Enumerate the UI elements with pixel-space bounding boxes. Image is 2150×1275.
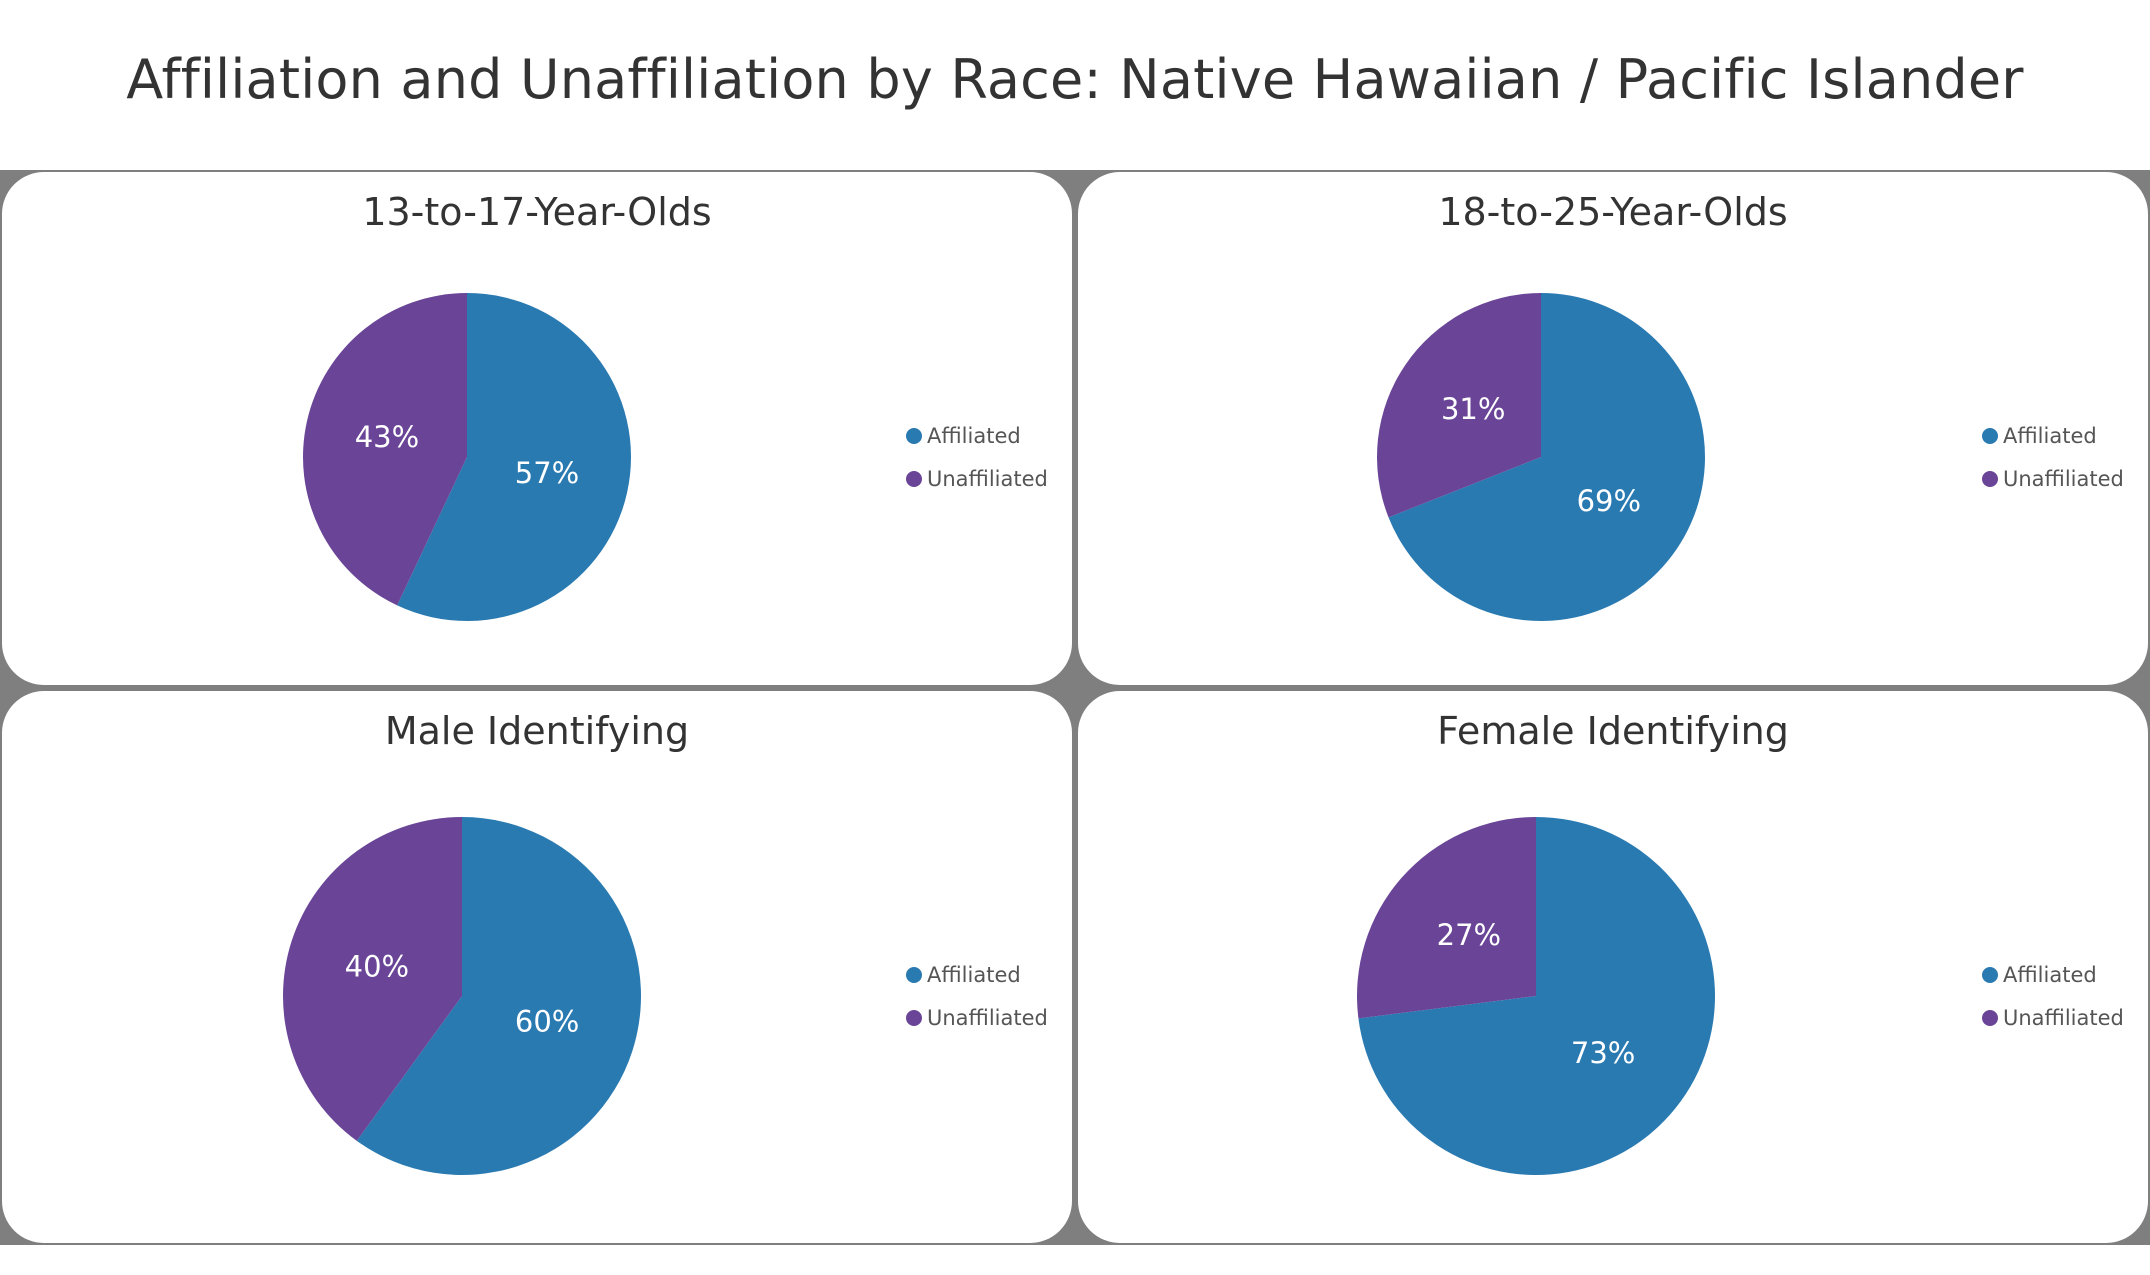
chart-legend: Affiliated Unaffiliated	[906, 422, 1048, 508]
pie-chart: 69% 31%	[1377, 293, 1705, 621]
page-title: Affiliation and Unaffiliation by Race: N…	[126, 48, 2024, 111]
data-label: 73%	[1571, 1036, 1635, 1070]
legend-item-affiliated: Affiliated	[1982, 961, 2124, 989]
panel-female: Female Identifying 73% 27% Affiliated Una…	[1076, 689, 2150, 1245]
chart-title: 18-to-25-Year-Olds	[1438, 190, 1788, 234]
pie-slice-unaffiliated	[303, 293, 467, 606]
chart-legend: Affiliated Unaffiliated	[1982, 961, 2124, 1047]
legend-label: Affiliated	[2003, 424, 2097, 448]
legend-swatch-unaffiliated	[1982, 1010, 1998, 1026]
legend-swatch-unaffiliated	[906, 1010, 922, 1026]
chart-grid: 13-to-17-Year-Olds 57% 43% Affiliated Una…	[0, 170, 2150, 1245]
chart-legend: Affiliated Unaffiliated	[1982, 422, 2124, 508]
pie-slice-affiliated	[356, 817, 641, 1175]
data-label: 27%	[1437, 918, 1501, 952]
data-label: 69%	[1577, 484, 1641, 518]
legend-swatch-affiliated	[906, 967, 922, 983]
panel-male: Male Identifying 60% 40% Affiliated Unaff…	[0, 689, 1074, 1245]
pie-chart: 60% 40%	[283, 817, 641, 1175]
legend-swatch-affiliated	[1982, 967, 1998, 983]
chart-title: Male Identifying	[384, 709, 690, 753]
data-label: 43%	[355, 420, 419, 454]
legend-item-unaffiliated: Unaffiliated	[1982, 1004, 2124, 1032]
pie-slice-affiliated	[1358, 817, 1715, 1175]
legend-swatch-unaffiliated	[1982, 471, 1998, 487]
legend-label: Affiliated	[927, 424, 1021, 448]
panel-13-to-17: 13-to-17-Year-Olds 57% 43% Affiliated Una…	[0, 170, 1074, 687]
legend-item-affiliated: Affiliated	[906, 961, 1048, 989]
legend-item-affiliated: Affiliated	[906, 422, 1048, 450]
chart-title: 13-to-17-Year-Olds	[362, 190, 712, 234]
legend-label: Unaffiliated	[927, 1006, 1048, 1030]
legend-label: Unaffiliated	[2003, 1006, 2124, 1030]
legend-label: Unaffiliated	[2003, 467, 2124, 491]
data-label: 40%	[345, 949, 409, 983]
legend-label: Affiliated	[927, 963, 1021, 987]
legend-item-unaffiliated: Unaffiliated	[906, 1004, 1048, 1032]
chart-legend: Affiliated Unaffiliated	[906, 961, 1048, 1047]
legend-item-affiliated: Affiliated	[1982, 422, 2124, 450]
data-label: 31%	[1441, 392, 1505, 426]
legend-swatch-unaffiliated	[906, 471, 922, 487]
legend-item-unaffiliated: Unaffiliated	[1982, 465, 2124, 493]
legend-label: Affiliated	[2003, 963, 2097, 987]
legend-label: Unaffiliated	[927, 467, 1048, 491]
data-label: 60%	[515, 1005, 579, 1039]
data-label: 57%	[515, 456, 579, 490]
legend-swatch-affiliated	[1982, 428, 1998, 444]
pie-chart: 57% 43%	[303, 293, 631, 621]
pie-slice-unaffiliated	[1377, 293, 1541, 518]
panel-18-to-25: 18-to-25-Year-Olds 69% 31% Affiliated Una…	[1076, 170, 2150, 687]
pie-chart: 73% 27%	[1357, 817, 1715, 1175]
chart-title: Female Identifying	[1437, 709, 1789, 753]
pie-slice-affiliated	[1388, 293, 1705, 621]
pie-slice-unaffiliated	[1357, 817, 1536, 1019]
legend-swatch-affiliated	[906, 428, 922, 444]
legend-item-unaffiliated: Unaffiliated	[906, 465, 1048, 493]
pie-slice-unaffiliated	[283, 817, 462, 1141]
pie-slice-affiliated	[397, 293, 631, 621]
